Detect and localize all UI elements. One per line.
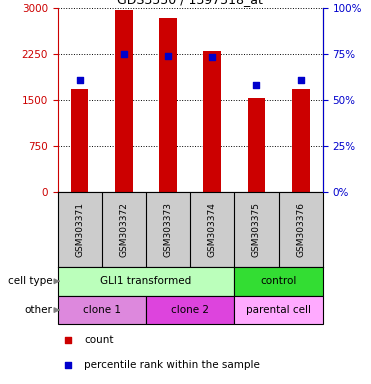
- Text: clone 1: clone 1: [83, 305, 121, 315]
- Point: [121, 51, 127, 57]
- Bar: [234, 267, 323, 296]
- Text: control: control: [260, 276, 297, 286]
- Point: [298, 76, 303, 83]
- Point: [65, 337, 71, 343]
- Text: GSM303376: GSM303376: [296, 202, 305, 257]
- Text: GSM303371: GSM303371: [75, 202, 84, 257]
- Point: [209, 55, 215, 61]
- Bar: [115, 10, 133, 192]
- Bar: [247, 98, 265, 192]
- Point: [65, 361, 71, 367]
- Point: [77, 76, 83, 83]
- Bar: [58, 296, 146, 324]
- Text: parental cell: parental cell: [246, 305, 311, 315]
- Text: percentile rank within the sample: percentile rank within the sample: [84, 359, 260, 369]
- Text: other: other: [24, 305, 52, 315]
- Text: GSM303372: GSM303372: [119, 202, 128, 257]
- Text: GSM303374: GSM303374: [208, 202, 217, 257]
- Bar: [58, 267, 234, 296]
- Title: GDS3550 / 1397518_at: GDS3550 / 1397518_at: [117, 0, 263, 7]
- Point: [253, 82, 259, 88]
- Text: cell type: cell type: [7, 276, 52, 286]
- Text: count: count: [84, 335, 114, 345]
- Bar: [203, 51, 221, 192]
- Text: GLI1 transformed: GLI1 transformed: [100, 276, 191, 286]
- Bar: [146, 296, 234, 324]
- Bar: [71, 89, 88, 192]
- Text: GSM303375: GSM303375: [252, 202, 261, 257]
- Bar: [234, 296, 323, 324]
- Text: clone 2: clone 2: [171, 305, 209, 315]
- Text: GSM303373: GSM303373: [164, 202, 173, 257]
- Point: [165, 53, 171, 59]
- Bar: [292, 89, 309, 192]
- Bar: [159, 18, 177, 192]
